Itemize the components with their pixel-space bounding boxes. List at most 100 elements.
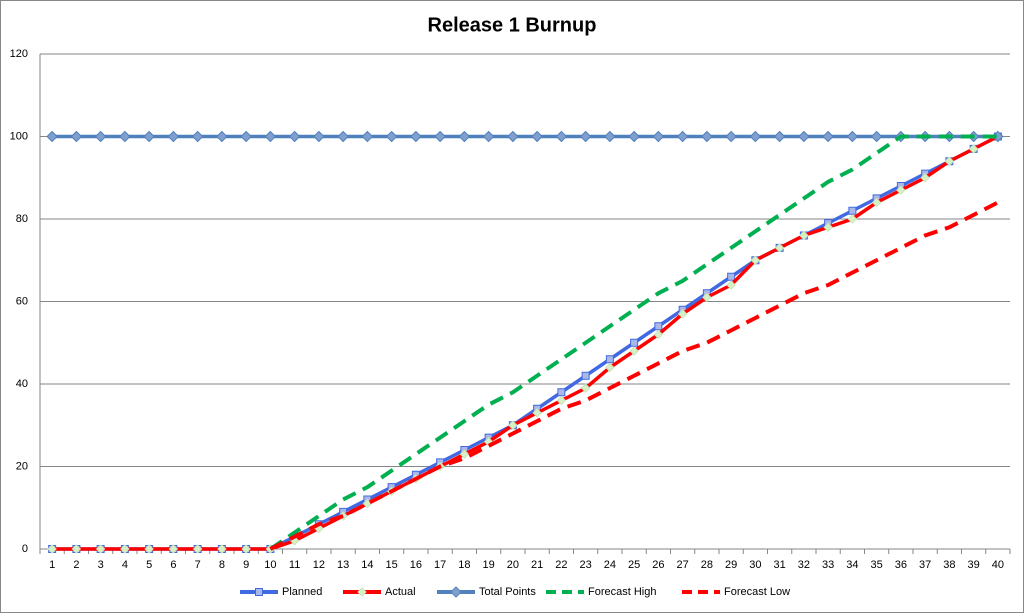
marker xyxy=(798,130,810,143)
marker xyxy=(676,130,689,143)
marker xyxy=(241,544,251,554)
y-tick-label: 0 xyxy=(22,543,28,555)
x-tick-label: 36 xyxy=(895,559,907,571)
marker xyxy=(846,130,859,143)
marker xyxy=(385,130,398,143)
marker xyxy=(628,130,640,143)
x-tick-label: 32 xyxy=(798,559,810,571)
marker xyxy=(822,130,834,143)
marker xyxy=(944,156,955,166)
marker xyxy=(120,544,130,554)
x-tick-label: 30 xyxy=(749,559,761,571)
series-line xyxy=(52,134,999,551)
marker xyxy=(750,255,761,265)
x-tick-label: 39 xyxy=(968,559,980,571)
marker xyxy=(799,230,809,241)
marker xyxy=(255,588,263,596)
x-tick-label: 7 xyxy=(195,559,201,571)
x-tick-label: 34 xyxy=(846,559,858,571)
marker xyxy=(726,280,736,290)
x-tick-label: 12 xyxy=(313,559,325,571)
marker xyxy=(823,222,833,232)
marker xyxy=(47,544,57,554)
y-tick-label: 100 xyxy=(10,130,28,142)
x-tick-label: 15 xyxy=(386,559,398,571)
marker xyxy=(555,130,568,143)
marker xyxy=(581,371,590,380)
x-tick-label: 31 xyxy=(774,559,786,571)
x-tick-label: 16 xyxy=(410,559,422,571)
marker xyxy=(46,130,58,143)
marker xyxy=(144,544,154,554)
x-tick-label: 29 xyxy=(725,559,737,571)
marker xyxy=(848,206,857,215)
x-tick-label: 5 xyxy=(146,559,152,571)
y-tick-label: 20 xyxy=(16,460,28,472)
marker xyxy=(508,420,518,430)
x-tick-label: 25 xyxy=(628,559,640,571)
marker xyxy=(727,272,736,281)
x-tick-label: 20 xyxy=(507,559,519,571)
marker xyxy=(774,243,785,253)
marker xyxy=(507,130,519,143)
marker xyxy=(95,544,106,554)
x-tick-label: 22 xyxy=(555,559,567,571)
x-tick-label: 27 xyxy=(677,559,689,571)
series xyxy=(46,130,1004,143)
x-tick-label: 17 xyxy=(434,559,446,571)
x-tick-label: 33 xyxy=(822,559,834,571)
marker xyxy=(70,130,83,143)
marker xyxy=(629,346,639,356)
x-tick-label: 9 xyxy=(243,559,249,571)
marker xyxy=(871,197,882,208)
marker xyxy=(725,130,737,143)
legend-label: Total Points xyxy=(479,586,536,598)
marker xyxy=(896,185,906,195)
marker xyxy=(847,214,858,224)
y-tick-label: 40 xyxy=(16,378,28,390)
x-tick-label: 24 xyxy=(604,559,616,571)
x-tick-label: 18 xyxy=(458,559,470,571)
marker xyxy=(264,130,277,143)
x-tick-label: 1 xyxy=(49,559,55,571)
series xyxy=(47,131,1003,554)
marker xyxy=(604,130,616,143)
series-line xyxy=(269,134,998,551)
marker xyxy=(579,130,592,143)
marker xyxy=(71,544,82,554)
y-tick-label: 120 xyxy=(10,48,28,60)
x-tick-label: 13 xyxy=(337,559,349,571)
marker xyxy=(556,395,567,406)
marker xyxy=(870,130,883,143)
marker xyxy=(531,130,543,143)
marker xyxy=(192,544,203,554)
marker xyxy=(482,130,495,143)
marker xyxy=(630,338,639,347)
x-tick-label: 4 xyxy=(122,559,128,571)
marker xyxy=(217,544,227,554)
marker xyxy=(361,130,374,143)
legend-label: Planned xyxy=(282,586,322,598)
marker xyxy=(557,388,566,397)
marker xyxy=(167,130,180,143)
x-tick-label: 8 xyxy=(219,559,225,571)
marker xyxy=(337,130,349,143)
marker xyxy=(652,130,665,143)
x-tick-label: 40 xyxy=(992,559,1004,571)
marker xyxy=(968,144,979,154)
x-tick-label: 3 xyxy=(98,559,104,571)
x-tick-label: 23 xyxy=(580,559,592,571)
x-tick-label: 37 xyxy=(919,559,931,571)
marker xyxy=(677,309,688,319)
marker xyxy=(168,544,179,554)
marker xyxy=(410,130,422,143)
marker xyxy=(702,292,712,303)
marker xyxy=(701,130,713,143)
marker xyxy=(240,130,252,143)
x-tick-label: 19 xyxy=(483,559,495,571)
series xyxy=(269,134,998,551)
x-tick-label: 11 xyxy=(289,559,300,571)
series-line xyxy=(269,200,999,551)
